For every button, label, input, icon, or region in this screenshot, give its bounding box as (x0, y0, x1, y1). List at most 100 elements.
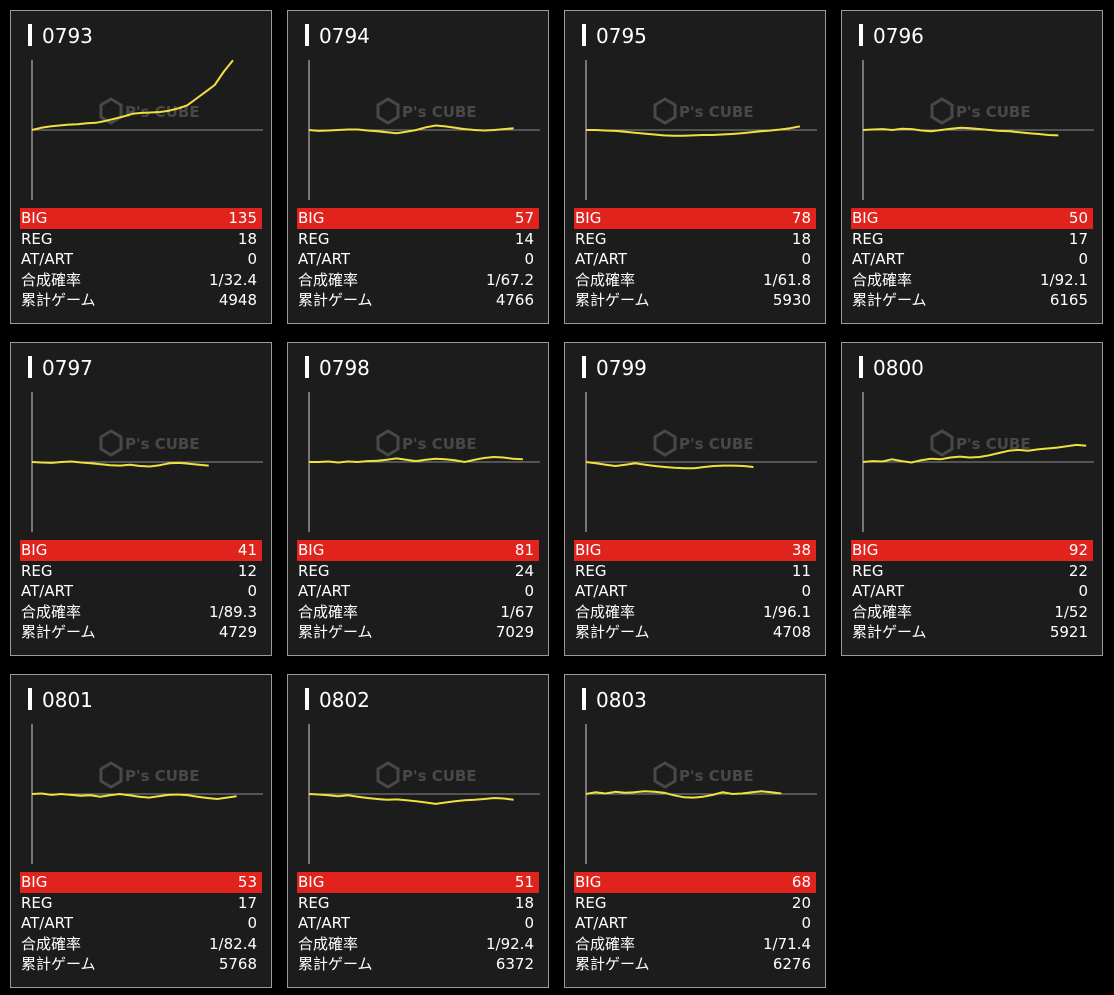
stat-row-probability: 合成確率 1/67.2 (297, 270, 539, 291)
machine-card-0793[interactable]: 0793 P's CUBE BIG 135 REG 18 AT/ART 0 合成確率 1/32.4… (10, 10, 272, 324)
total-games: 6372 (495, 955, 534, 973)
title-accent-bar (859, 24, 863, 46)
payout-graph: P's CUBE (297, 389, 543, 535)
total-games: 7029 (495, 623, 534, 641)
watermark-brand: P's CUBE (956, 103, 1031, 121)
probability-label: 合成確率 (298, 934, 359, 953)
graph-canvas: P's CUBE (585, 724, 817, 864)
at-art-label: AT/ART (575, 250, 628, 268)
machine-card-0800[interactable]: 0800 P's CUBE BIG 92 REG 22 AT/ART 0 合成確率 1/52 累計ゲ… (841, 342, 1103, 656)
big-count: 53 (237, 873, 257, 891)
watermark-brand: P's CUBE (125, 767, 200, 785)
title-accent-bar (28, 24, 32, 46)
stats-table: BIG 51 REG 18 AT/ART 0 合成確率 1/92.4 累計ゲーム 6372 (297, 872, 539, 975)
machine-card-0803[interactable]: 0803 P's CUBE BIG 68 REG 20 AT/ART 0 合成確率 1/71.4 累… (564, 674, 826, 988)
big-label: BIG (21, 209, 48, 227)
machine-card-0795[interactable]: 0795 P's CUBE BIG 78 REG 18 AT/ART 0 合成確率 1/61.8 累… (564, 10, 826, 324)
total-games: 4729 (218, 623, 257, 641)
machine-card-0796[interactable]: 0796 P's CUBE BIG 50 REG 17 AT/ART 0 合成確率 1/92.1 累… (841, 10, 1103, 324)
at-art-label: AT/ART (852, 582, 905, 600)
stats-table: BIG 135 REG 18 AT/ART 0 合成確率 1/32.4 累計ゲーム 4948 (20, 208, 262, 311)
at-art-label: AT/ART (298, 914, 351, 932)
stat-row-big: BIG 135 (20, 208, 262, 229)
probability-label: 合成確率 (852, 270, 913, 289)
at-art-count: 0 (524, 250, 534, 268)
machine-card-0802[interactable]: 0802 P's CUBE BIG 51 REG 18 AT/ART 0 合成確率 1/92.4 累… (287, 674, 549, 988)
machine-number: 0796 (873, 24, 924, 48)
total-games: 4708 (772, 623, 811, 641)
cube-logo-icon: P's CUBE (653, 761, 754, 789)
combined-probability: 1/67.2 (486, 270, 534, 289)
stat-row-reg: REG 17 (851, 229, 1093, 250)
card-header: 0794 (288, 11, 548, 57)
big-count: 68 (791, 873, 811, 891)
at-art-label: AT/ART (298, 582, 351, 600)
total-games: 5930 (772, 291, 811, 309)
combined-probability: 1/67 (500, 602, 534, 621)
combined-probability: 1/82.4 (209, 934, 257, 953)
stat-row-probability: 合成確率 1/67 (297, 602, 539, 623)
stat-row-reg: REG 17 (20, 893, 262, 914)
big-label: BIG (21, 541, 48, 559)
at-art-label: AT/ART (21, 250, 74, 268)
big-count: 38 (791, 541, 811, 559)
stat-row-reg: REG 20 (574, 893, 816, 914)
reg-count: 24 (514, 561, 534, 580)
title-accent-bar (582, 688, 586, 710)
total-games: 4948 (218, 291, 257, 309)
total-games-label: 累計ゲーム (575, 955, 650, 973)
stat-row-at-art: AT/ART 0 (851, 581, 1093, 602)
stat-row-big: BIG 51 (297, 872, 539, 893)
payout-graph: P's CUBE (20, 57, 266, 203)
machine-card-0799[interactable]: 0799 P's CUBE BIG 38 REG 11 AT/ART 0 合成確率 1/96.1 累… (564, 342, 826, 656)
graph-canvas: P's CUBE (308, 392, 540, 532)
cube-logo-icon: P's CUBE (930, 97, 1031, 125)
cube-logo-icon: P's CUBE (99, 429, 200, 457)
stat-row-total-games: 累計ゲーム 6276 (574, 954, 816, 975)
machine-card-0797[interactable]: 0797 P's CUBE BIG 41 REG 12 AT/ART 0 合成確率 1/89.3 累… (10, 342, 272, 656)
stat-row-big: BIG 68 (574, 872, 816, 893)
title-accent-bar (859, 356, 863, 378)
watermark-brand: P's CUBE (402, 103, 477, 121)
stats-table: BIG 92 REG 22 AT/ART 0 合成確率 1/52 累計ゲーム 5921 (851, 540, 1093, 643)
combined-probability: 1/92.1 (1040, 270, 1088, 289)
total-games: 6165 (1049, 291, 1088, 309)
reg-label: REG (21, 561, 53, 580)
cube-logo-icon: P's CUBE (376, 429, 477, 457)
big-label: BIG (852, 209, 879, 227)
machine-card-0794[interactable]: 0794 P's CUBE BIG 57 REG 14 AT/ART 0 合成確率 1/67.2 累… (287, 10, 549, 324)
stat-row-big: BIG 57 (297, 208, 539, 229)
payout-graph: P's CUBE (574, 389, 820, 535)
graph-canvas: P's CUBE (862, 60, 1094, 200)
machine-card-0801[interactable]: 0801 P's CUBE BIG 53 REG 17 AT/ART 0 合成確率 1/82.4 累… (10, 674, 272, 988)
stats-table: BIG 78 REG 18 AT/ART 0 合成確率 1/61.8 累計ゲーム 5930 (574, 208, 816, 311)
watermark-brand: P's CUBE (402, 435, 477, 453)
total-games-label: 累計ゲーム (575, 291, 650, 309)
stat-row-total-games: 累計ゲーム 5921 (851, 622, 1093, 643)
watermark-brand: P's CUBE (956, 435, 1031, 453)
cube-logo-icon: P's CUBE (653, 429, 754, 457)
stat-row-big: BIG 38 (574, 540, 816, 561)
reg-label: REG (21, 229, 53, 248)
payout-graph: P's CUBE (574, 57, 820, 203)
reg-label: REG (21, 893, 53, 912)
trend-line (309, 456, 523, 464)
total-games: 6276 (772, 955, 811, 973)
card-header: 0800 (842, 343, 1102, 389)
stat-row-total-games: 累計ゲーム 4729 (20, 622, 262, 643)
trend-line (585, 790, 782, 799)
stat-row-at-art: AT/ART 0 (297, 581, 539, 602)
stat-row-big: BIG 78 (574, 208, 816, 229)
machine-card-0798[interactable]: 0798 P's CUBE BIG 81 REG 24 AT/ART 0 合成確率 1/67 累計ゲ… (287, 342, 549, 656)
total-games: 5768 (218, 955, 257, 973)
big-label: BIG (298, 873, 325, 891)
probability-label: 合成確率 (575, 934, 636, 953)
cube-logo-icon: P's CUBE (99, 761, 200, 789)
combined-probability: 1/89.3 (209, 602, 257, 621)
at-art-count: 0 (1078, 582, 1088, 600)
payout-graph: P's CUBE (574, 721, 820, 867)
stat-row-probability: 合成確率 1/32.4 (20, 270, 262, 291)
at-art-label: AT/ART (852, 250, 905, 268)
card-header: 0802 (288, 675, 548, 721)
stat-row-probability: 合成確率 1/89.3 (20, 602, 262, 623)
